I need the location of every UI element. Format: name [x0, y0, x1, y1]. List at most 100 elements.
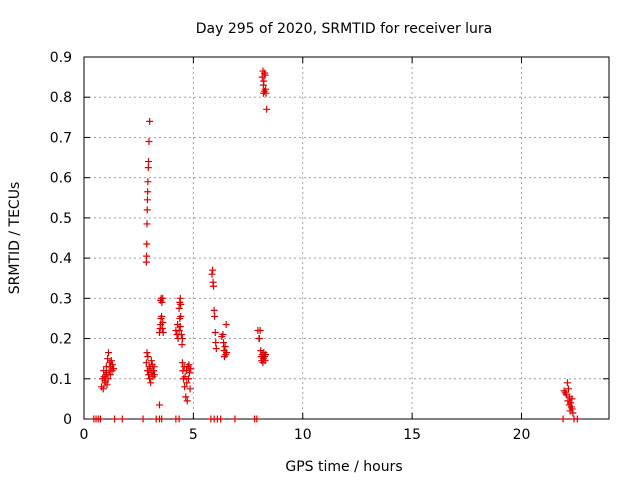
y-tick-label: 0.4	[50, 251, 72, 267]
data-point	[217, 415, 225, 423]
data-point	[103, 369, 111, 377]
data-point	[212, 339, 220, 347]
data-point	[177, 331, 185, 339]
data-points	[90, 67, 581, 423]
data-point	[158, 312, 166, 320]
data-point	[111, 415, 119, 423]
data-point	[187, 365, 195, 373]
data-point	[175, 327, 183, 335]
data-point	[105, 349, 112, 357]
data-point	[567, 399, 575, 407]
data-point	[210, 306, 218, 314]
data-point	[176, 294, 184, 302]
plot-frame	[83, 56, 610, 420]
data-point	[106, 371, 114, 379]
data-point	[108, 361, 116, 369]
data-point	[104, 355, 112, 363]
data-point	[145, 137, 153, 145]
data-point	[563, 379, 571, 387]
data-point	[143, 349, 151, 357]
data-point	[177, 300, 185, 308]
data-point	[210, 282, 217, 290]
x-tick-label: 15	[403, 427, 421, 443]
x-tick-label: 20	[513, 427, 531, 443]
data-point	[146, 117, 154, 125]
data-point	[178, 341, 186, 349]
data-point	[212, 345, 220, 353]
data-point	[559, 415, 567, 423]
data-point	[263, 105, 271, 113]
data-point	[143, 220, 151, 228]
data-point	[143, 240, 151, 248]
data-point	[144, 178, 152, 186]
data-point	[222, 320, 230, 328]
chart-title: Day 295 of 2020, SRMTID for receiver lur…	[196, 21, 493, 37]
data-point	[568, 405, 576, 413]
y-tick-label: 0.3	[50, 291, 72, 307]
data-point	[101, 379, 109, 387]
axis-ticks	[83, 56, 609, 420]
data-point	[147, 379, 155, 387]
data-point	[260, 69, 268, 77]
data-point	[110, 365, 118, 373]
data-point	[142, 258, 150, 266]
data-point	[181, 383, 189, 391]
tick-labels: 0 5 10 15 20 0 0.1 0.2 0.3 0.4 0.5 0.6 0.7 0.8 0.9	[50, 50, 531, 443]
data-point	[177, 312, 185, 320]
data-point	[219, 331, 227, 339]
data-point	[231, 415, 239, 423]
y-tick-label: 0.8	[50, 90, 72, 106]
x-tick-label: 10	[294, 427, 312, 443]
data-point	[155, 401, 163, 409]
data-point	[183, 379, 191, 387]
data-point	[145, 158, 153, 166]
data-point	[185, 369, 193, 377]
data-point	[176, 322, 184, 330]
data-point	[178, 359, 186, 367]
data-point	[568, 395, 576, 403]
data-point	[220, 339, 228, 347]
data-point	[100, 373, 108, 381]
data-point	[99, 385, 107, 393]
y-tick-label: 0.1	[50, 372, 72, 388]
data-point	[259, 89, 267, 97]
data-point	[208, 270, 216, 278]
y-axis-label: SRMTID / TECUs	[7, 182, 23, 295]
data-point	[143, 206, 151, 214]
data-point	[261, 357, 269, 365]
data-point	[573, 415, 581, 423]
y-tick-label: 0.7	[50, 130, 72, 146]
x-axis-label: GPS time / hours	[285, 459, 402, 475]
data-point	[211, 329, 219, 337]
data-point	[211, 312, 219, 320]
data-point	[139, 415, 147, 423]
data-point	[159, 294, 167, 302]
data-point	[175, 304, 183, 312]
data-point	[183, 397, 191, 405]
y-tick-label: 0.2	[50, 332, 72, 348]
data-point	[118, 415, 126, 423]
data-point	[147, 357, 155, 365]
data-point	[569, 409, 577, 417]
data-point	[142, 359, 150, 367]
y-tick-label: 0.5	[50, 211, 72, 227]
data-point	[158, 298, 166, 306]
x-tick-label: 5	[189, 427, 198, 443]
data-point	[255, 335, 263, 343]
data-point	[256, 327, 264, 335]
data-point	[104, 375, 112, 383]
data-point	[158, 325, 166, 332]
data-point	[159, 318, 167, 326]
data-point	[144, 164, 152, 172]
data-point	[262, 351, 270, 359]
data-point	[253, 415, 261, 423]
data-point	[223, 349, 231, 357]
data-point	[209, 266, 217, 274]
data-point	[96, 415, 104, 423]
data-point	[186, 385, 194, 393]
data-point	[159, 329, 167, 337]
data-point	[178, 335, 186, 343]
data-point	[144, 188, 152, 196]
